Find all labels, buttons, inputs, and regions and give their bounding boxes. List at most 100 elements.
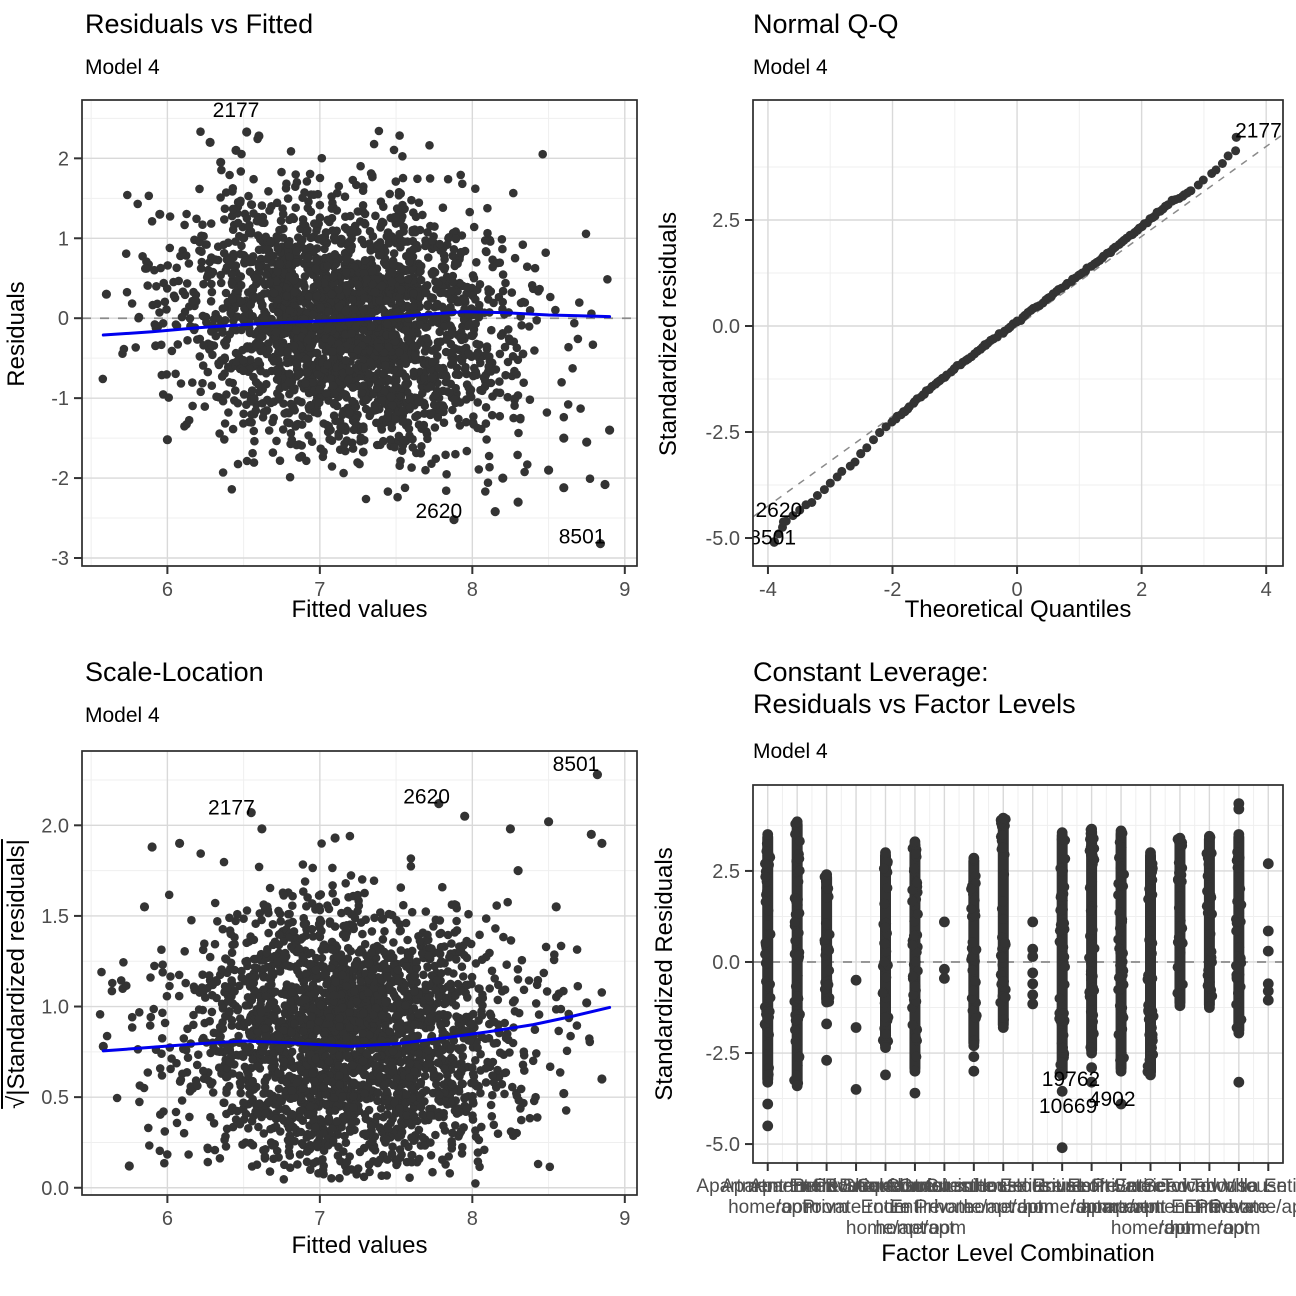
point-id-label: 2620 bbox=[756, 499, 803, 522]
y-axis-title: Standardized residuals bbox=[655, 211, 682, 457]
x-category-label: Loft Entire home/apt bbox=[1078, 1176, 1165, 1218]
y-tick-label: 1 bbox=[58, 228, 69, 250]
axis-ticks: 6 7 8 9 2.0 1.5 1.0 0.5 0.0 bbox=[41, 815, 630, 1230]
x-category-label: House Private room bbox=[1032, 1176, 1151, 1218]
x-axis-title: Fitted values bbox=[291, 596, 428, 623]
x-category-label: Guest suite Entire home/apt bbox=[898, 1176, 1049, 1218]
point-id-label: 2620 bbox=[415, 500, 462, 523]
smooth-line bbox=[101, 1005, 612, 1053]
y-tick-label: 0 bbox=[58, 308, 69, 330]
point-id-label: 4902 bbox=[1089, 1088, 1136, 1111]
point-id-label: 2177 bbox=[1235, 119, 1282, 142]
y-tick-label: 0.5 bbox=[41, 1087, 69, 1109]
point-id-label: 10669 bbox=[1039, 1095, 1097, 1118]
y-axis-title: √|Standardized residuals| bbox=[3, 839, 30, 1109]
x-tick-label: 9 bbox=[619, 1208, 630, 1230]
smooth-line bbox=[101, 310, 612, 337]
axis-ticks: -4 -2 0 2 4 2.5 0.0 -2.5 -5.0 bbox=[706, 210, 1272, 601]
y-tick-label: -3 bbox=[51, 548, 69, 570]
y-tick-label: 0.0 bbox=[712, 316, 740, 338]
plot-title: Constant Leverage: Residuals vs Factor L… bbox=[753, 657, 1076, 719]
axis-ticks: 2.5 0.0 -2.5 -5.0 bbox=[706, 861, 1270, 1171]
y-tick-label: 0.0 bbox=[712, 952, 740, 974]
x-axis-title: Fitted values bbox=[291, 1232, 428, 1259]
y-tick-label: -1 bbox=[51, 388, 69, 410]
point-id-label: 2177 bbox=[208, 796, 255, 819]
plot-scale-location: Scale-Location Model 4 2177 2620 8501 6 7 8 9 2… bbox=[0, 648, 648, 1296]
x-category-label: Apartment Private room bbox=[721, 1176, 873, 1218]
plot-title: Scale-Location bbox=[85, 657, 264, 687]
x-category-label: Condominium Entire home/apt bbox=[856, 1176, 973, 1239]
point-id-label: 8501 bbox=[749, 526, 796, 549]
plot-subtitle: Model 4 bbox=[753, 56, 828, 79]
point-id-label: 8501 bbox=[559, 526, 606, 549]
y-tick-label: -2.5 bbox=[706, 1043, 740, 1065]
panel-border bbox=[81, 99, 638, 567]
y-tick-label: 2.0 bbox=[41, 815, 69, 837]
x-tick-label: 9 bbox=[619, 579, 630, 601]
x-category-label: Bed&Breakfast Private room bbox=[793, 1176, 920, 1218]
y-tick-label: -2 bbox=[51, 468, 69, 490]
y-tick-label: 1.0 bbox=[41, 997, 69, 1019]
plot-normal-qq: Normal Q-Q Model 4 2177 2620 8501 -4 -2 0 2 4 2.… bbox=[648, 0, 1296, 648]
x-tick-label: 2 bbox=[1136, 579, 1147, 601]
y-tick-label: 2.5 bbox=[712, 210, 740, 232]
point-id-label: 19762 bbox=[1042, 1068, 1100, 1091]
plot-canvas-scale-location: 2177 2620 8501 6 7 8 9 2.0 1.5 1.0 0.5 0.0 bbox=[41, 750, 638, 1230]
x-tick-label: 6 bbox=[162, 579, 173, 601]
plot-subtitle: Model 4 bbox=[85, 56, 160, 79]
x-category-label: Apartment Shared room bbox=[750, 1176, 904, 1218]
x-category-label: Serviced apartment Private room bbox=[1105, 1176, 1255, 1239]
y-tick-label: 2 bbox=[58, 148, 69, 170]
grid-minor bbox=[753, 100, 1283, 566]
panel-border bbox=[752, 784, 1284, 1164]
point-id-label: 2177 bbox=[213, 99, 260, 122]
data-layer: 2177 2620 8501 bbox=[95, 753, 612, 1188]
x-category-label: Boutique hotel Entire home/apt bbox=[825, 1176, 947, 1239]
y-tick-label: 2.5 bbox=[712, 861, 740, 883]
y-tick-label: -5.0 bbox=[706, 1134, 740, 1156]
plot-canvas-normal-qq: 2177 2620 8501 -4 -2 0 2 4 2.5 0.0 -2.5 -5.0 bbox=[706, 99, 1284, 601]
data-layer: 2177 2620 8501 bbox=[749, 119, 1283, 549]
x-tick-label: 8 bbox=[467, 579, 478, 601]
plot-subtitle: Model 4 bbox=[85, 704, 160, 727]
y-tick-label: 0.0 bbox=[41, 1178, 69, 1200]
grid-major bbox=[753, 100, 1283, 566]
y-tick-label: 1.5 bbox=[41, 906, 69, 928]
x-category-label: Townhouse Entire home/apt bbox=[1161, 1176, 1257, 1239]
plot-canvas-residuals-vs-fitted: 2177 2620 8501 6 7 8 9 2 1 0 -1 -2 -3 bbox=[51, 99, 638, 601]
plot-title: Normal Q-Q bbox=[753, 9, 899, 39]
x-tick-label: 0 bbox=[1012, 579, 1023, 601]
x-category-label: Serviced apartment Entire home/apt bbox=[1080, 1176, 1220, 1239]
plot-title: Residuals vs Fitted bbox=[85, 9, 314, 39]
panel-border bbox=[81, 750, 638, 1196]
x-category-label: Condominium Private room bbox=[886, 1176, 1003, 1239]
point-id-label: 2620 bbox=[403, 786, 450, 809]
x-category-label: House Entire home/apt bbox=[1007, 1176, 1117, 1218]
data-layer: 2177 2620 8501 bbox=[82, 99, 637, 549]
data-points bbox=[98, 126, 615, 549]
y-axis-title: Residuals bbox=[3, 281, 30, 387]
data-points bbox=[95, 770, 607, 1188]
point-id-label: 8501 bbox=[553, 753, 600, 776]
x-tick-label: 6 bbox=[162, 1208, 173, 1230]
y-tick-label: -5.0 bbox=[706, 528, 740, 550]
x-category-label: Townhouse Private room bbox=[1191, 1176, 1287, 1239]
data-points bbox=[769, 132, 1241, 547]
plot-subtitle: Model 4 bbox=[753, 740, 828, 763]
x-axis-title: Theoretical Quantiles bbox=[904, 596, 1132, 623]
plot-residuals-vs-fitted: Residuals vs Fitted Model 4 2177 2620 8501… bbox=[0, 0, 648, 648]
axis-ticks: 6 7 8 9 2 1 0 -1 -2 -3 bbox=[51, 148, 630, 601]
x-axis-title: Factor Level Combination bbox=[881, 1240, 1155, 1267]
x-tick-label: 8 bbox=[467, 1208, 478, 1230]
x-category-label: Apartment Entire home/apt bbox=[696, 1176, 839, 1218]
y-tick-label: -2.5 bbox=[706, 422, 740, 444]
x-tick-label: 7 bbox=[314, 1208, 325, 1230]
plot-constant-leverage: Constant Leverage: Residuals vs Factor L… bbox=[648, 648, 1296, 1296]
x-tick-label: -2 bbox=[884, 579, 902, 601]
